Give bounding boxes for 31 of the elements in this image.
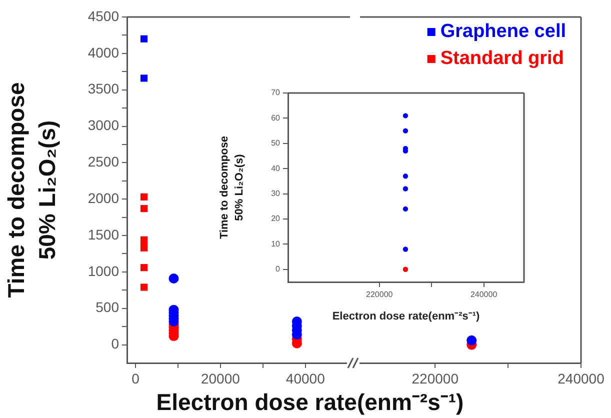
y-tick-label: 2000 — [88, 190, 120, 206]
y-tick-label: 4000 — [88, 44, 120, 60]
y-tick-label: 10 — [271, 239, 281, 248]
x-axis-title: Electron dose rate(enm⁻²s⁻¹) — [155, 388, 465, 417]
x-tick-label: 240000 — [470, 290, 498, 300]
y-tick-label: 3500 — [88, 80, 120, 97]
y-tick-label: 0 — [111, 336, 120, 352]
y-tick-label: 2500 — [88, 154, 120, 170]
x-tick-label: 40000 — [286, 370, 326, 386]
y-tick-label: 70 — [271, 88, 281, 98]
y-tick-label: 40 — [271, 164, 281, 173]
y-axis-title: Time to decompose 50% Li₂O₂(s) — [2, 82, 60, 298]
x-tick-label: 0 — [132, 370, 140, 386]
legend-label: Standard grid — [440, 48, 564, 70]
y-tick-label: 30 — [271, 189, 281, 198]
y-axis-title: Time to decompose 50% Li₂O₂(s) — [218, 136, 246, 240]
x-axis-title: Electron dose rate(enm⁻²s⁻¹) — [332, 310, 480, 322]
y-tick-label: 500 — [96, 299, 120, 316]
y-tick-label: 1000 — [88, 262, 120, 279]
y-tick-label: 3000 — [88, 117, 120, 134]
y-tick-label: 4500 — [88, 8, 120, 24]
y-tick-label: 50 — [271, 138, 281, 148]
legend-label: Graphene cell — [440, 21, 566, 42]
x-tick-label: 220000 — [366, 290, 394, 300]
x-tick-label: 240000 — [558, 370, 605, 386]
y-tick-label: 0 — [276, 264, 281, 274]
x-tick-label: 220000 — [412, 370, 459, 386]
y-tick-label: 20 — [271, 214, 281, 224]
y-tick-label: 60 — [271, 113, 281, 122]
x-tick-label: 20000 — [200, 370, 240, 386]
y-tick-label: 1500 — [88, 226, 120, 242]
